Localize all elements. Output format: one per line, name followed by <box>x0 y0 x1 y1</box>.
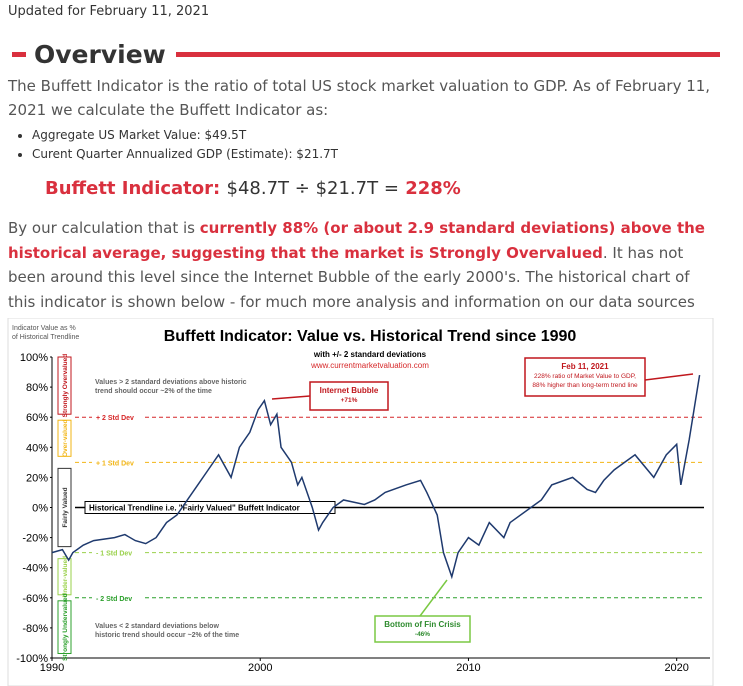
callout-text: Feb 11, 2021 <box>561 362 609 371</box>
band-label: Over-valued <box>62 419 69 457</box>
ref-label-box <box>92 591 144 604</box>
note: historic trend should occur ~2% of the t… <box>95 632 239 639</box>
series-line <box>51 374 701 580</box>
callout-box <box>374 615 471 643</box>
band-label: Fairly Valued <box>62 487 69 527</box>
y-label: of Historical Trendline <box>12 334 79 341</box>
callout-text: Bottom of Fin Crisis <box>384 620 461 629</box>
y-tick-label: -80% <box>22 623 48 635</box>
y-tick-label: 40% <box>26 442 48 454</box>
ref-label-box <box>92 411 144 424</box>
callout-arrow <box>271 395 311 400</box>
callout-text: 88% higher than long-term trend line <box>532 382 638 389</box>
formula-label: Buffett Indicator: <box>45 178 221 199</box>
y-tick-label: 20% <box>26 472 48 484</box>
text: By our calculation that is <box>8 219 200 237</box>
formula: Buffett Indicator: $48.7T ÷ $21.7T = 228… <box>45 178 461 199</box>
ref-label-box <box>92 546 144 559</box>
band-box <box>57 419 72 457</box>
callout-arrow <box>419 579 448 617</box>
band-box <box>57 467 72 548</box>
y-tick-label: 100% <box>20 352 48 364</box>
heading-rule <box>175 51 720 57</box>
bullet: Curent Quarter Annualized GDP (Estimate)… <box>32 145 338 164</box>
updated: Updated for February 11, 2021 <box>8 4 210 19</box>
ref-label-box <box>92 456 144 469</box>
ref-label-box <box>84 501 336 514</box>
band-label: Strongly Overvalued <box>62 354 69 418</box>
ref-label: Historical Trendline i.e. "Fairly Valued… <box>89 504 300 513</box>
y-tick-label: -40% <box>22 563 48 575</box>
callout-box <box>524 357 646 397</box>
x-tick-label: 1990 <box>40 662 64 674</box>
ref-label: + 2 Std Dev <box>96 415 134 422</box>
chart-title: Buffett Indicator: Value vs. Historical … <box>164 328 577 345</box>
band-label: Strongly Undervalued <box>62 593 69 661</box>
bullets: Aggregate US Market Value: $49.5T Curent… <box>8 126 338 164</box>
heading-row: Overview <box>8 38 720 70</box>
x-tick-label: 2020 <box>664 662 688 674</box>
x-tick-label: 2010 <box>456 662 480 674</box>
band-box <box>57 558 72 596</box>
y-tick-label: 60% <box>26 412 48 424</box>
y-tick-label: -100% <box>16 653 48 665</box>
formula-result: 228% <box>405 178 461 199</box>
callout-text: +71% <box>341 397 358 404</box>
callout-arrow <box>644 373 694 381</box>
emphasis: currently 88% (or about 2.9 standard dev… <box>8 219 705 262</box>
heading-bar <box>12 51 26 57</box>
y-label: Indicator Value as % <box>12 325 76 332</box>
callout-text: Internet Bubble <box>320 386 379 395</box>
band-box <box>57 356 72 415</box>
bullet: Aggregate US Market Value: $49.5T <box>32 126 338 145</box>
chart-subtitle: with +/- 2 standard deviations <box>313 350 427 359</box>
formula-expression: $48.7T ÷ $21.7T = <box>226 178 399 199</box>
band-label: Under-valued <box>62 556 69 598</box>
ref-label: + 1 Std Dev <box>96 460 134 467</box>
chart-source: www.currentmarketvaluation.com <box>310 361 429 370</box>
y-tick-label: 0% <box>32 503 48 515</box>
note: trend should occur ~2% of the time <box>95 388 212 395</box>
band-box <box>57 600 72 654</box>
callout-text: 228% ratio of Market Value to GDP, <box>534 373 636 380</box>
chart: Indicator Value as % of Historical Trend… <box>7 318 714 686</box>
callout-box <box>309 381 389 411</box>
note: Values > 2 standard deviations above his… <box>95 379 247 386</box>
y-tick-label: -20% <box>22 533 48 545</box>
y-tick-label: -60% <box>22 593 48 605</box>
x-tick-label: 2000 <box>248 662 272 674</box>
ref-label: - 1 Std Dev <box>96 551 132 558</box>
ref-label: - 2 Std Dev <box>96 596 132 603</box>
y-tick-label: 80% <box>26 382 48 394</box>
callout-text: -46% <box>415 631 430 638</box>
intro: The Buffett Indicator is the ratio of to… <box>8 77 711 119</box>
note: Values < 2 standard deviations below <box>95 623 219 630</box>
heading: Overview <box>34 39 166 69</box>
